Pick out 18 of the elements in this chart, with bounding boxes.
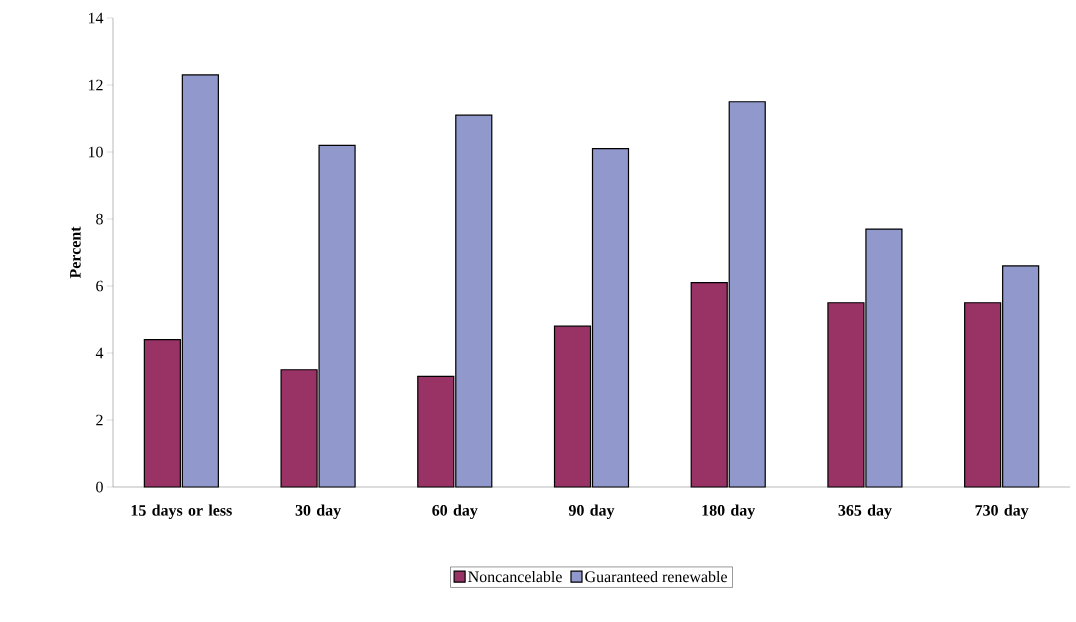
x-tick-label: 90 day [568,504,615,520]
x-tick-label: 730 day [975,504,1029,520]
x-tick-label: 60 day [432,504,478,520]
y-tick-label: 14 [88,12,104,24]
x-tick-label: 365 day [838,504,892,520]
y-axis-title: Percent [70,226,81,279]
y-tick-label: 2 [96,414,103,426]
x-tick-label: 180 day [702,504,756,520]
x-tick-label: 30 day [295,504,341,520]
y-tick-label: 10 [88,146,103,158]
y-tick-label: 8 [96,213,103,225]
y-tick-label: 4 [95,347,104,359]
y-tick-label: 0 [96,481,103,493]
y-tick-label: 12 [88,79,103,91]
x-tick-label: 15 days or less [131,504,232,520]
legend-label: Guaranteed renewable [585,570,727,583]
legend-label: Noncancelable [468,570,562,583]
y-tick-label: 6 [96,280,104,292]
